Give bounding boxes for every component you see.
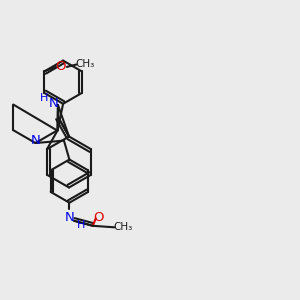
Text: H: H <box>40 93 49 103</box>
Text: CH₃: CH₃ <box>114 222 133 232</box>
Text: O: O <box>56 60 66 74</box>
Text: H: H <box>76 220 85 230</box>
Text: N: N <box>31 134 41 147</box>
Text: N: N <box>49 97 58 110</box>
Text: N: N <box>65 211 75 224</box>
Text: O: O <box>94 211 104 224</box>
Text: CH₃: CH₃ <box>75 59 94 70</box>
